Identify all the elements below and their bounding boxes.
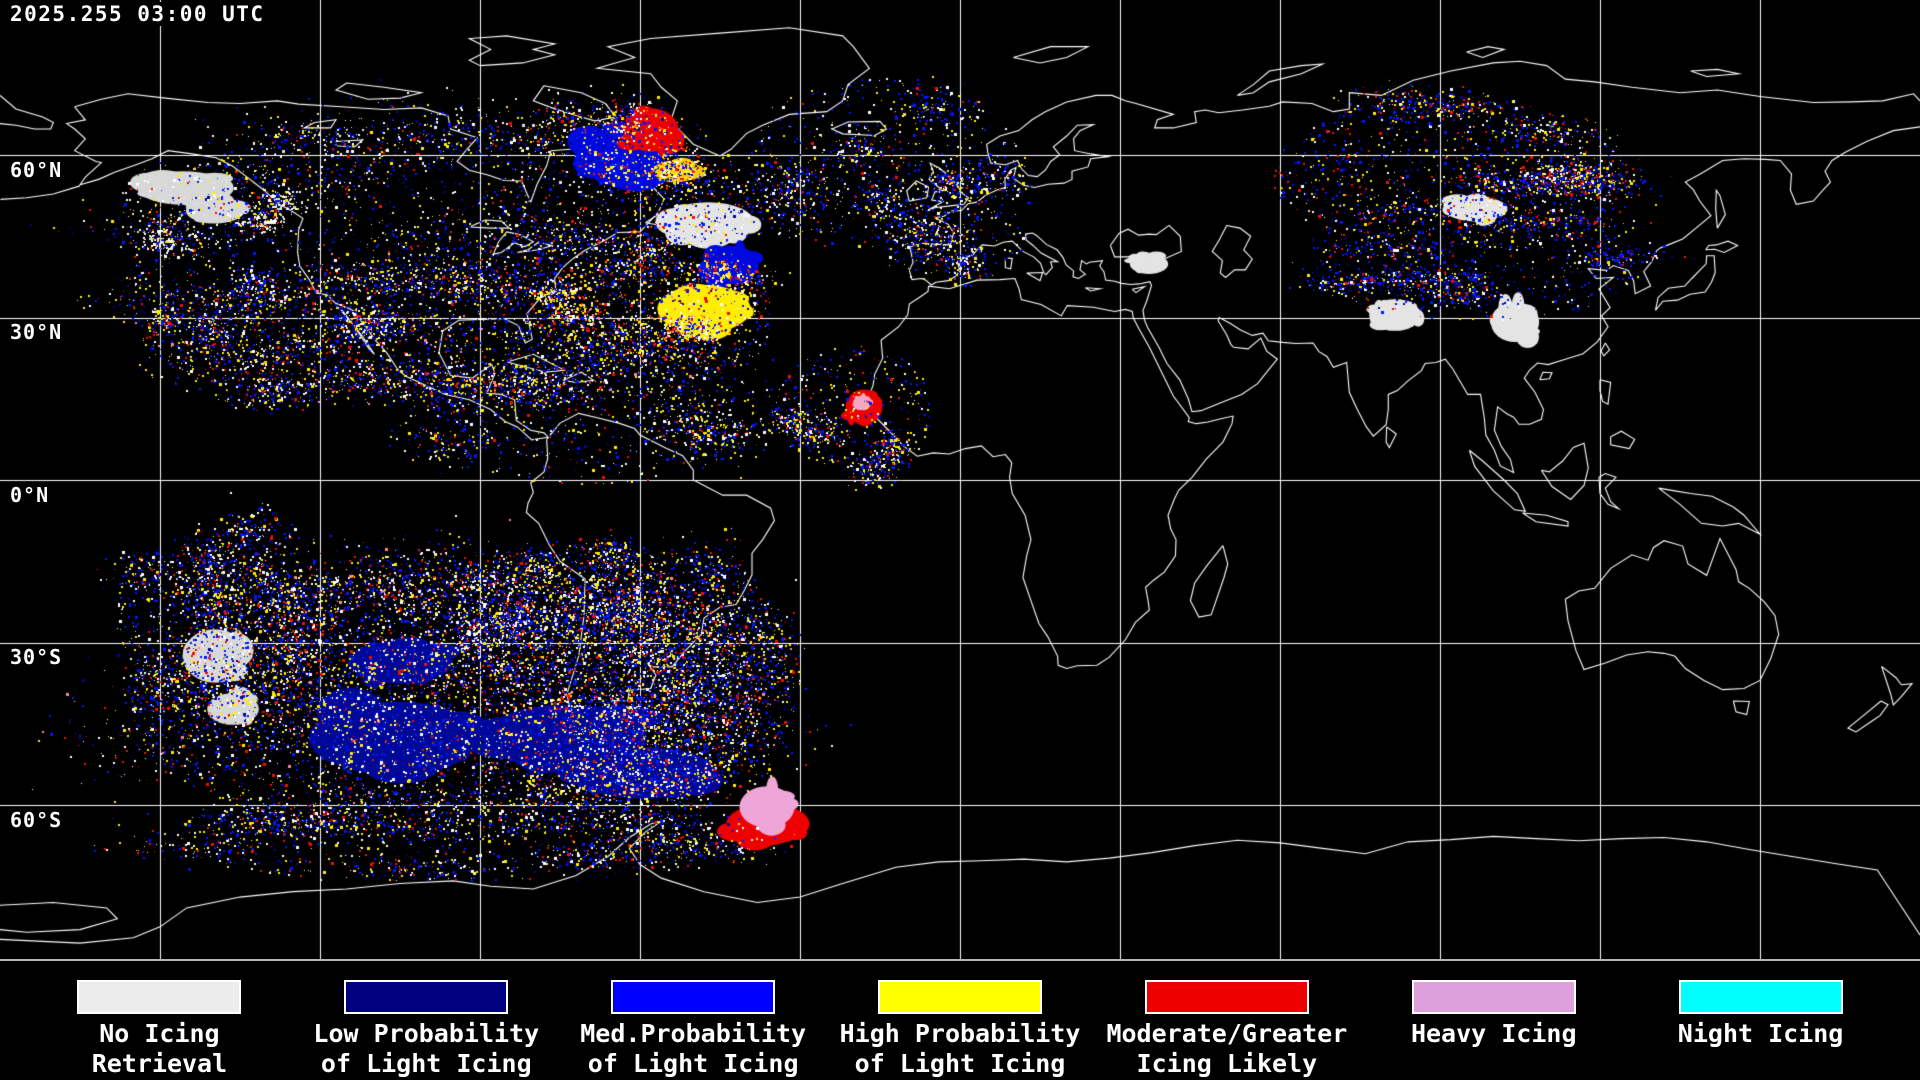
legend-item-low-probability: Low Probability of Light Icing [293, 961, 560, 1080]
legend-swatch-low-probability [344, 980, 509, 1014]
legend-label: Med.Probability of Light Icing [580, 1019, 807, 1078]
legend-swatch-night-icing [1678, 980, 1843, 1014]
legend-item-heavy-icing: Heavy Icing [1360, 961, 1627, 1080]
legend-label: No Icing Retrieval [91, 1019, 228, 1078]
lat-label-60s: 60°S [7, 808, 66, 832]
world-map-canvas [0, 0, 1920, 959]
lat-label-30s: 30°S [7, 645, 66, 669]
legend-swatch-high-probability [878, 980, 1042, 1014]
legend-swatch-moderate-greater [1144, 980, 1309, 1014]
map-legend-divider [0, 959, 1920, 961]
legend-item-med-probability: Med.Probability of Light Icing [560, 961, 827, 1080]
legend-swatch-no-icing [77, 980, 242, 1014]
legend-swatch-med-probability [611, 980, 776, 1014]
legend-label: Moderate/Greater Icing Likely [1106, 1019, 1348, 1078]
lat-label-60n: 60°N [7, 158, 66, 182]
legend-item-moderate-greater: Moderate/Greater Icing Likely [1093, 961, 1360, 1080]
legend-label: Low Probability of Light Icing [313, 1019, 540, 1078]
legend-label: High Probability of Light Icing [839, 1019, 1081, 1078]
legend-swatch-heavy-icing [1411, 980, 1576, 1014]
timestamp: 2025.255 03:00 UTC [6, 2, 269, 26]
lat-label-0n: 0°N [7, 483, 53, 507]
legend-item-high-probability: High Probability of Light Icing [827, 961, 1094, 1080]
legend-item-night-icing: Night Icing [1627, 961, 1894, 1080]
legend: No Icing Retrieval Low Probability of Li… [0, 961, 1920, 1080]
legend-label: Heavy Icing [1410, 1019, 1577, 1048]
lat-label-30n: 30°N [7, 320, 66, 344]
legend-label: Night Icing [1677, 1019, 1844, 1048]
legend-item-no-icing: No Icing Retrieval [26, 961, 293, 1080]
